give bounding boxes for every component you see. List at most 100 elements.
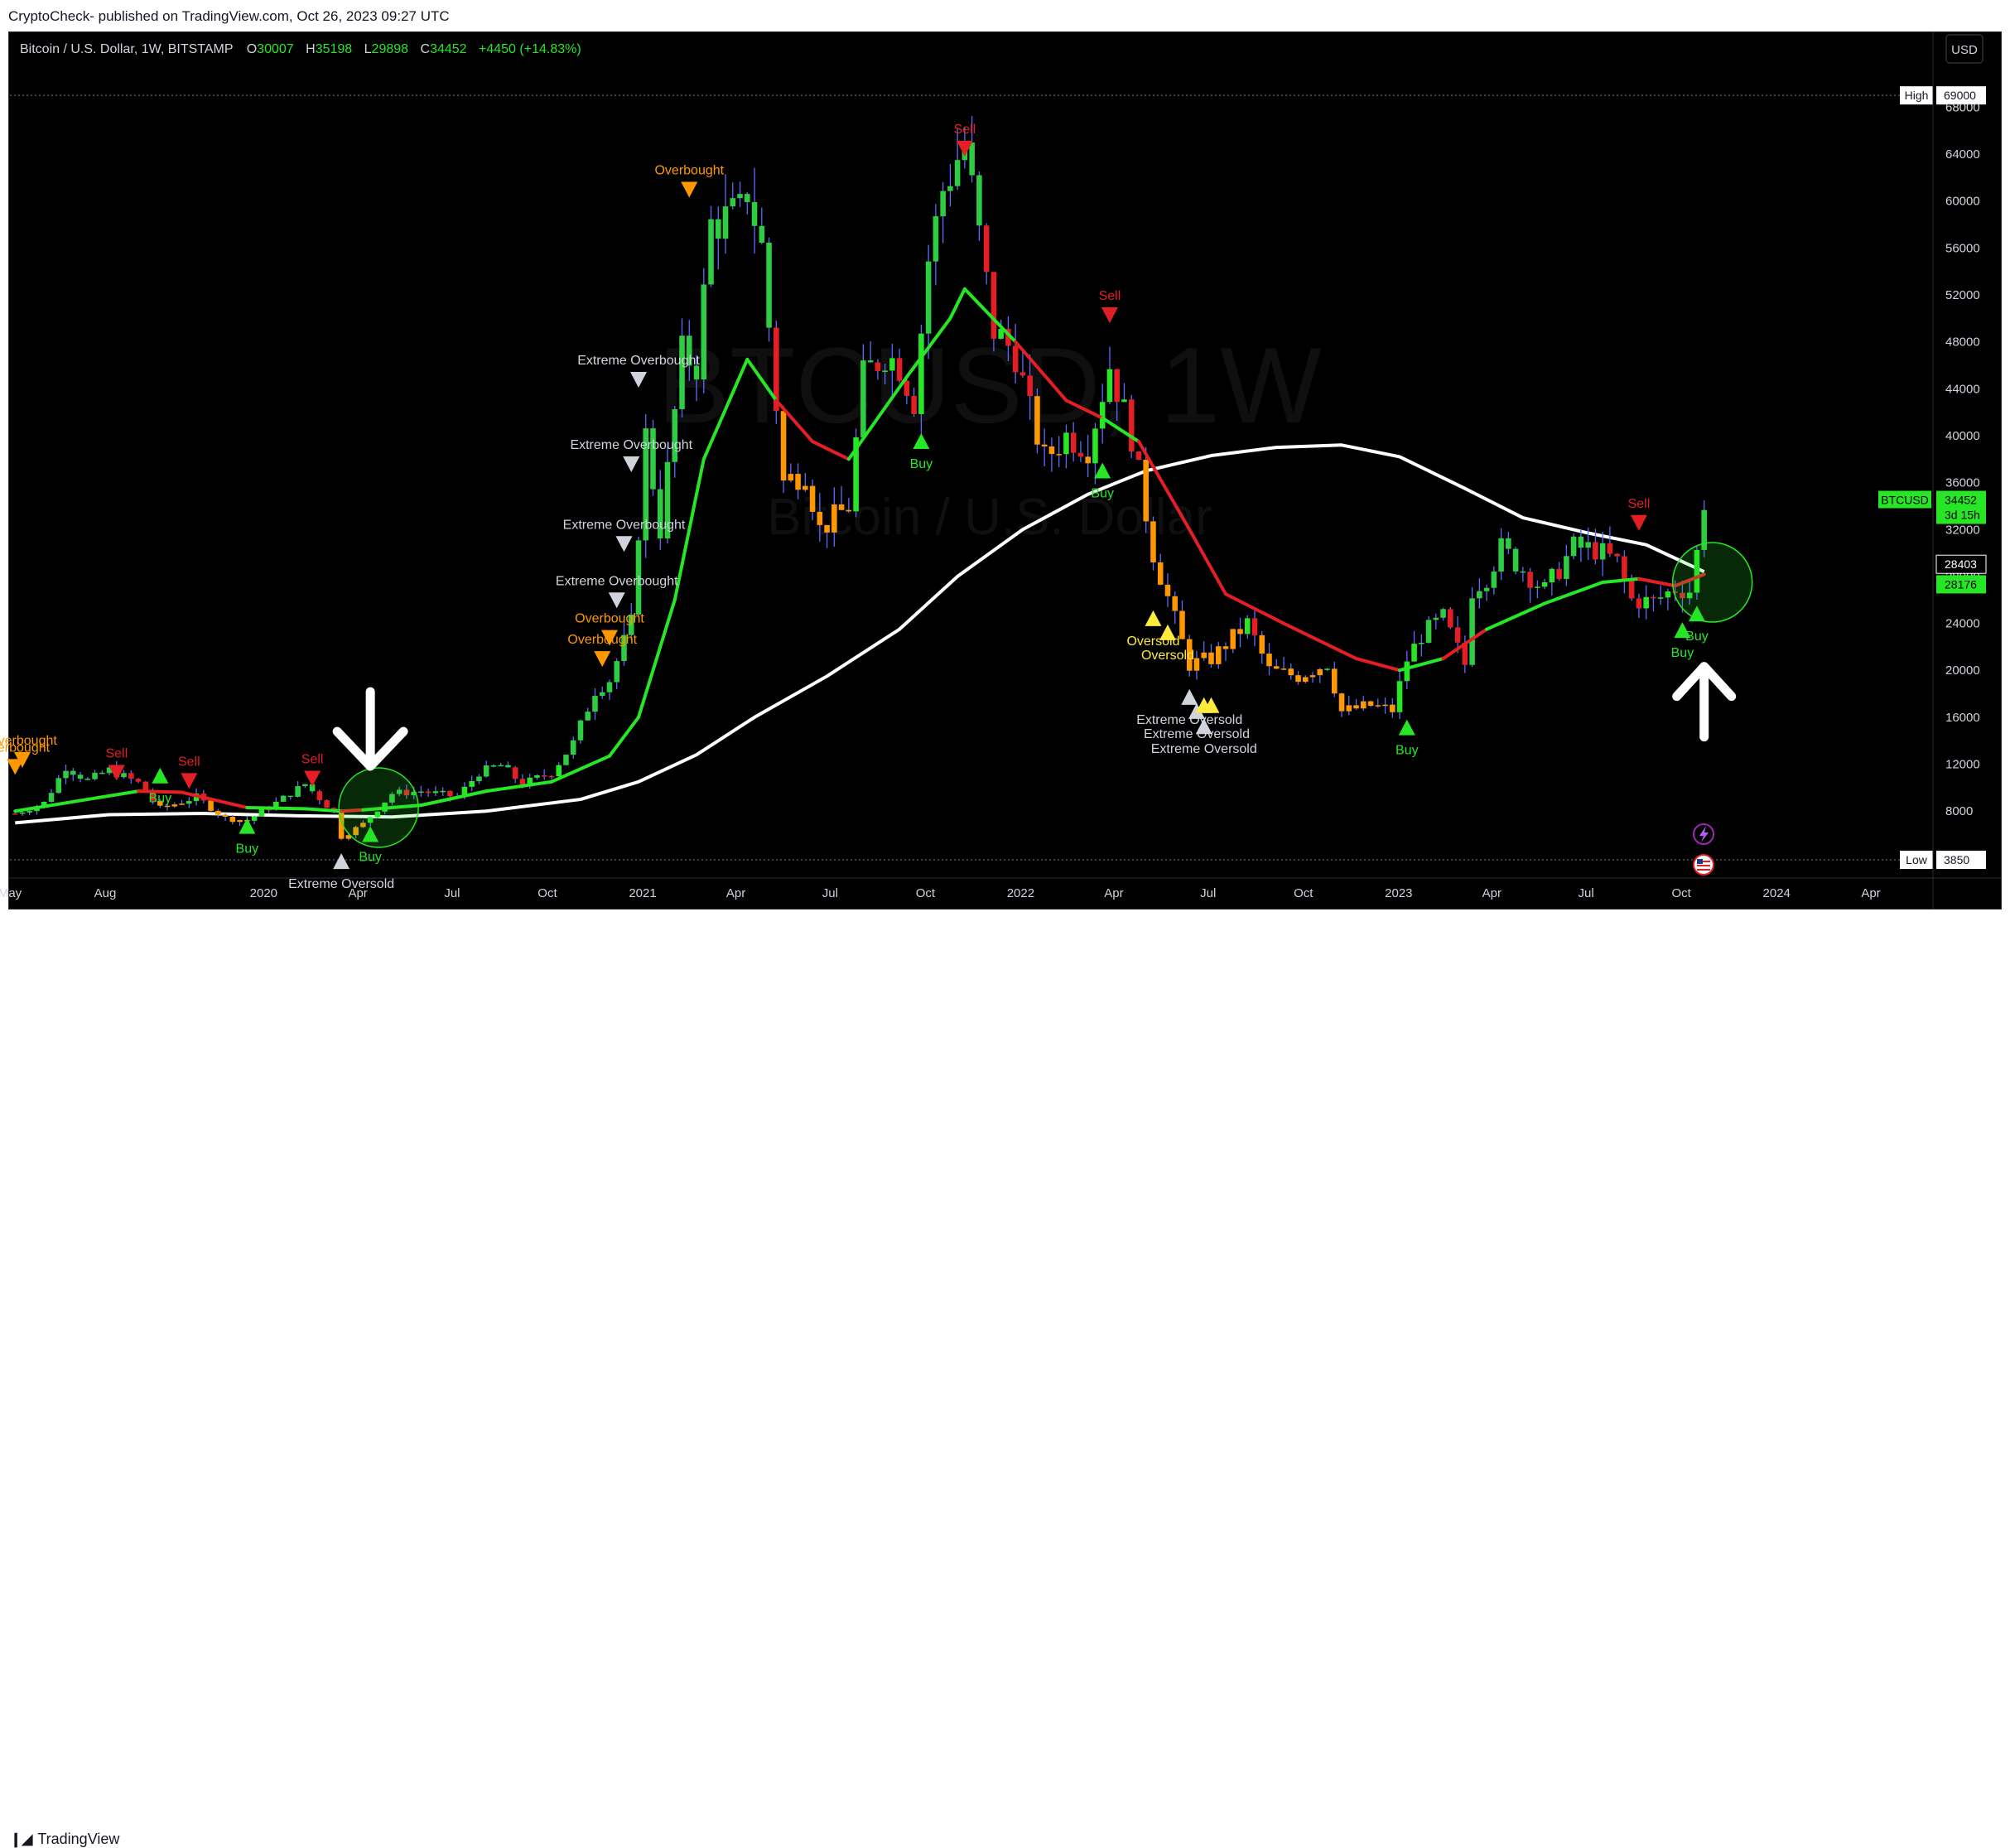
candle-body bbox=[1070, 432, 1077, 453]
price-tag-symbol: BTCUSD bbox=[1881, 494, 1929, 507]
sell-marker bbox=[108, 765, 125, 781]
candle-body bbox=[577, 720, 584, 741]
low-value: 29898 bbox=[372, 42, 409, 56]
annotations bbox=[332, 542, 1753, 848]
tradingview-logo[interactable]: ❙◢ TradingView bbox=[10, 1831, 119, 1848]
candle-body bbox=[208, 800, 214, 811]
candle-body bbox=[751, 201, 758, 226]
candle-body bbox=[679, 335, 685, 410]
lightning-icon[interactable] bbox=[1693, 823, 1714, 845]
signal-line-segment bbox=[419, 789, 489, 808]
candle-body bbox=[1201, 652, 1207, 659]
candle-body bbox=[998, 329, 1004, 339]
candle-body bbox=[338, 811, 345, 839]
candle-body bbox=[1280, 668, 1287, 670]
footer: ❙◢ TradingView bbox=[0, 910, 2010, 1847]
candle-body bbox=[63, 770, 69, 779]
signal-line-segment bbox=[361, 803, 423, 812]
oversold-marker bbox=[1145, 610, 1162, 626]
candle-body bbox=[716, 219, 721, 239]
candle-body bbox=[1012, 345, 1019, 373]
sma-line bbox=[15, 443, 1705, 825]
candle-body bbox=[672, 409, 678, 462]
candle-body bbox=[780, 411, 787, 481]
overbought-label: Overbought bbox=[654, 163, 724, 177]
candle-body bbox=[1701, 509, 1707, 550]
buy-label: Buy bbox=[359, 851, 382, 865]
x-tick-label: Oct bbox=[1294, 886, 1313, 900]
y-tick-label: 24000 bbox=[1945, 617, 1980, 631]
y-tick-label: 56000 bbox=[1945, 241, 1980, 255]
candle-body bbox=[92, 772, 98, 779]
signal-line-segment bbox=[962, 287, 1018, 344]
signal-line-segment bbox=[340, 808, 365, 813]
candle-body bbox=[215, 810, 221, 815]
currency-label[interactable]: USD bbox=[1951, 43, 1978, 57]
buy-label: Buy bbox=[236, 842, 259, 856]
candle-body bbox=[1092, 428, 1098, 464]
sell-marker bbox=[956, 140, 973, 157]
price-axis[interactable]: 8000120001600020000240002800032000360004… bbox=[1945, 100, 1980, 818]
x-tick-label: 2024 bbox=[1763, 886, 1791, 900]
candle-body bbox=[1425, 620, 1432, 643]
signal-line-segment bbox=[672, 457, 706, 602]
signal-line-segment bbox=[1064, 398, 1105, 420]
oversold-label: Oversold bbox=[1141, 649, 1194, 663]
price-chart[interactable]: High 69000 Low 3850 BTCUSD, 1W Bitcoin / U.… bbox=[0, 0, 2010, 950]
extreme-marker bbox=[333, 853, 350, 870]
candle-body bbox=[1593, 542, 1598, 560]
candle-body bbox=[1469, 598, 1475, 665]
candle-body bbox=[237, 820, 243, 823]
candle-body bbox=[664, 461, 671, 539]
candle-body bbox=[896, 358, 903, 381]
signal-line-segment bbox=[637, 598, 677, 719]
candle-body bbox=[1027, 375, 1033, 397]
price-tag-symbol-box bbox=[1878, 490, 1931, 509]
open-label: O bbox=[247, 42, 257, 56]
candle-body bbox=[947, 186, 953, 191]
candle-body bbox=[1208, 652, 1214, 664]
extreme-label: Extreme Oversold bbox=[1136, 713, 1242, 727]
buy-label: Buy bbox=[910, 457, 933, 471]
candle-body bbox=[128, 773, 134, 779]
candle-body bbox=[469, 780, 475, 787]
signal-line-segment bbox=[1101, 416, 1140, 444]
oversold-marker bbox=[1203, 697, 1220, 713]
buy-label: Buy bbox=[1395, 744, 1419, 758]
time-axis[interactable]: May Aug 2020 Apr Jul Oct 2021 Apr Jul Oct 2022 Apr J… bbox=[0, 886, 1881, 900]
price-marker-value-box bbox=[1936, 851, 1986, 869]
candle-body bbox=[1498, 538, 1504, 572]
candle-body bbox=[280, 795, 287, 802]
candle-body bbox=[1019, 372, 1026, 376]
candle-body bbox=[316, 791, 323, 801]
sell-label: Sell bbox=[301, 753, 324, 767]
candle-body bbox=[541, 775, 547, 777]
candle-body bbox=[1585, 542, 1591, 548]
y-tick-label: 36000 bbox=[1945, 476, 1980, 490]
x-tick-label: Jul bbox=[444, 886, 460, 900]
candle-body bbox=[251, 816, 258, 821]
candle-body bbox=[693, 365, 700, 380]
publish-line: CryptoCheck- published on TradingView.co… bbox=[8, 8, 450, 24]
price-tag-value: 34452 bbox=[1945, 494, 1977, 507]
candle-body bbox=[1230, 629, 1236, 649]
candle-body bbox=[556, 765, 562, 777]
currency-button[interactable]: USD bbox=[1945, 34, 1983, 64]
candle-body bbox=[643, 428, 649, 541]
price-marker-value: 69000 bbox=[1944, 89, 1976, 102]
price-marker-label: Low bbox=[1906, 853, 1928, 866]
y-tick-label: 44000 bbox=[1945, 382, 1980, 396]
buy-marker bbox=[152, 767, 169, 784]
candle-body bbox=[737, 194, 743, 199]
chart-frame[interactable] bbox=[8, 31, 2002, 910]
buy-label: Buy bbox=[1671, 646, 1694, 660]
economic-event-icon[interactable] bbox=[1693, 854, 1714, 876]
price-tags: BTCUSD 34452 3d 15h 28403 28176 bbox=[1878, 490, 1987, 594]
x-tick-label: May bbox=[0, 886, 22, 900]
candle-body bbox=[403, 789, 410, 796]
candle-body bbox=[918, 333, 924, 414]
candle-body bbox=[1643, 596, 1649, 609]
candle-body bbox=[882, 370, 888, 372]
extreme-label: Extreme Oversold bbox=[1144, 727, 1250, 741]
signal-line-segment bbox=[137, 789, 184, 794]
